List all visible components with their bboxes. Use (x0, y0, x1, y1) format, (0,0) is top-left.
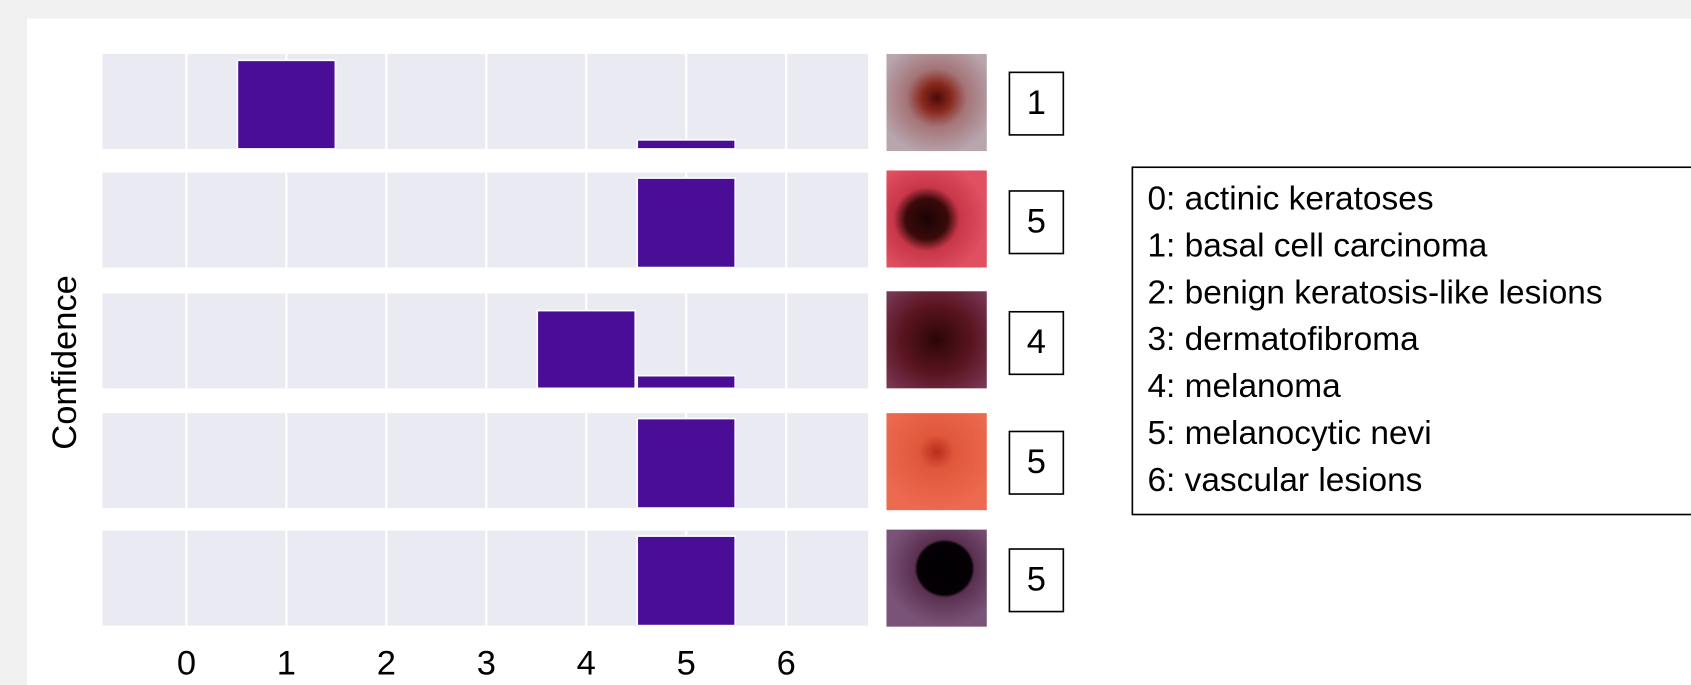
legend-entry: 3: dermatofibroma (1147, 321, 1419, 358)
legend-entry: 4: melanoma (1147, 368, 1341, 405)
thumbnails (886, 54, 986, 627)
x-tick-label: 3 (477, 645, 496, 683)
bar (637, 140, 735, 149)
x-tick-label: 2 (377, 645, 396, 683)
bar (637, 376, 735, 389)
bar (637, 536, 735, 625)
x-tick-label: 0 (177, 645, 196, 683)
x-tick-label: 1 (277, 645, 296, 683)
x-tick-label: 4 (577, 645, 596, 683)
prediction-label: 5 (1027, 443, 1046, 481)
y-axis-label: Confidence (46, 275, 84, 450)
legend-entry: 6: vascular lesions (1147, 462, 1422, 499)
prediction-label: 1 (1027, 84, 1046, 122)
legend-entry: 0: actinic keratoses (1147, 181, 1433, 218)
bar (637, 178, 735, 267)
bar (637, 419, 735, 508)
x-tick-label: 6 (777, 645, 796, 683)
lesion-image (886, 170, 986, 267)
x-tick-label: 5 (677, 645, 696, 683)
legend-entry: 5: melanocytic nevi (1147, 415, 1431, 452)
bar (237, 60, 335, 149)
chart: Confidence 1 5 4 5 5 0 1 2 3 4 5 6 0: actinic kerato… (0, 0, 1691, 685)
lesion-image (886, 54, 986, 151)
page: {"chart_data": { "type": "bar", "ylabel"… (0, 0, 1691, 685)
lesion-image (886, 291, 986, 388)
lesion-image (886, 413, 986, 510)
prediction-label: 5 (1027, 560, 1046, 598)
legend-entry: 2: benign keratosis-like lesions (1147, 274, 1602, 311)
bar (537, 311, 635, 389)
legend-entry: 1: basal cell carcinoma (1147, 227, 1487, 264)
prediction-label: 4 (1027, 323, 1046, 361)
prediction-label: 5 (1027, 202, 1046, 240)
lesion-image (886, 530, 986, 627)
